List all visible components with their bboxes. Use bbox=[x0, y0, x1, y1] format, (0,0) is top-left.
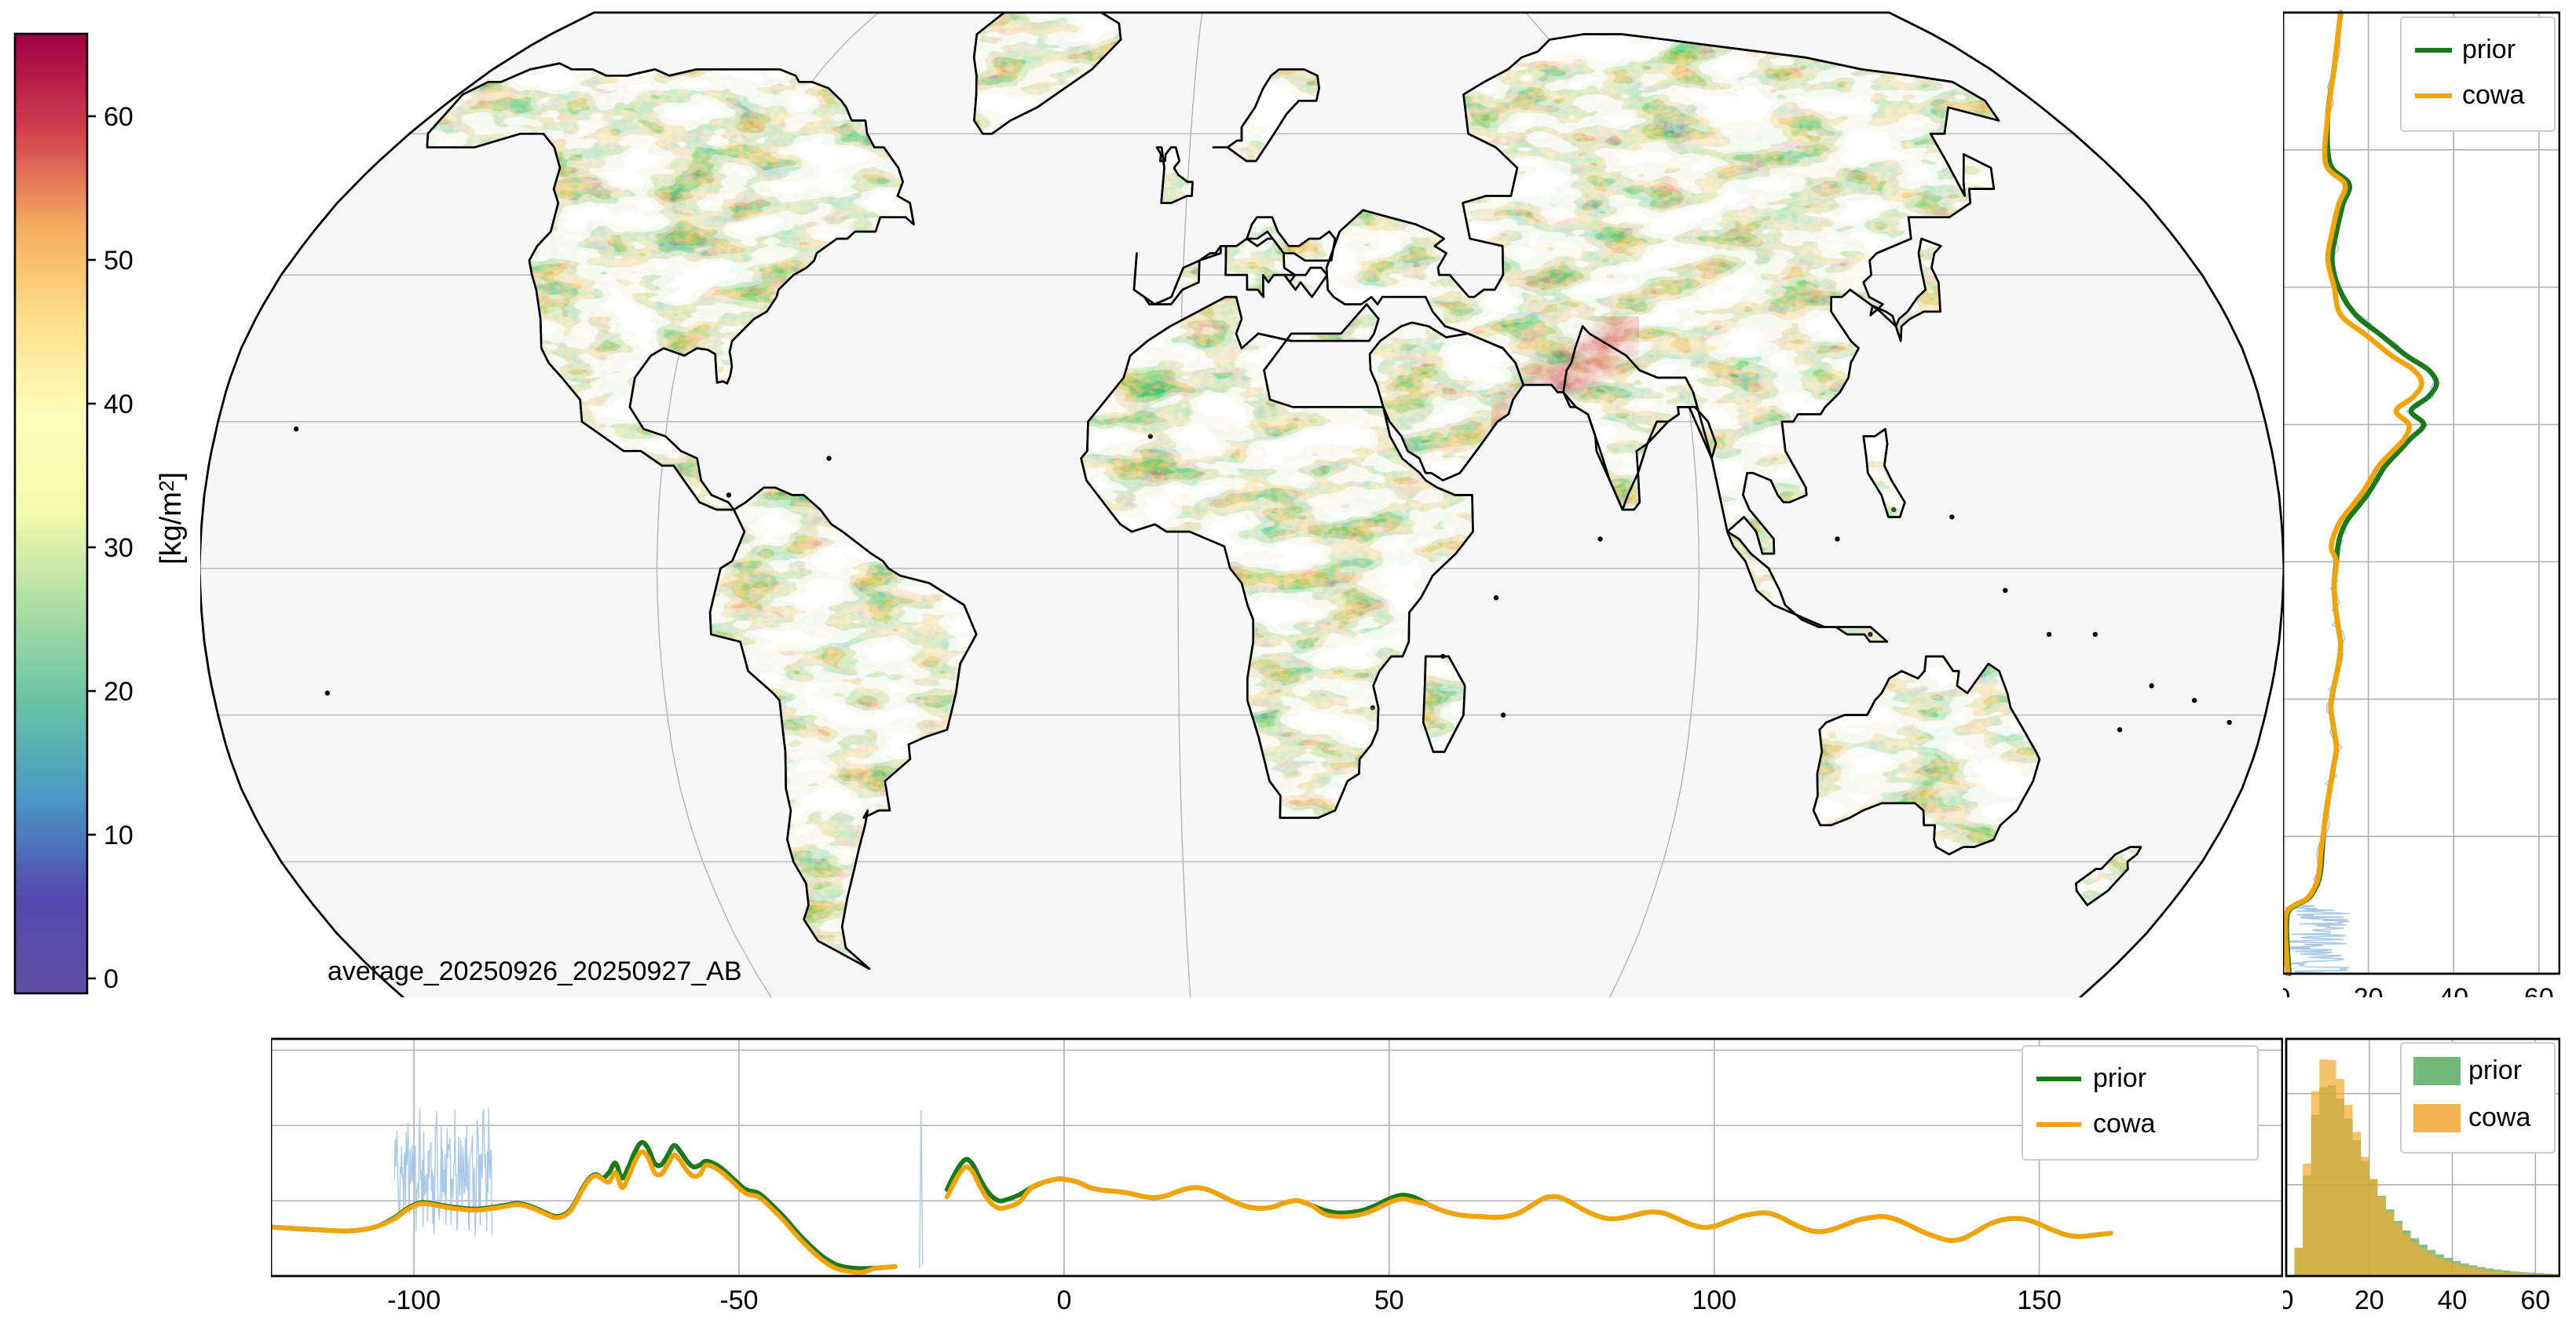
svg-text:30: 30 bbox=[104, 533, 134, 563]
svg-text:50: 50 bbox=[1374, 1285, 1404, 1311]
svg-text:cowa: cowa bbox=[2462, 80, 2524, 110]
svg-text:60: 60 bbox=[2520, 1285, 2550, 1311]
svg-text:0: 0 bbox=[1056, 1285, 1071, 1311]
svg-text:20: 20 bbox=[104, 677, 134, 707]
svg-text:20: 20 bbox=[2354, 983, 2384, 997]
svg-text:20: 20 bbox=[2355, 1285, 2384, 1311]
svg-text:50: 50 bbox=[104, 246, 134, 276]
svg-text:average_20250926_20250927_AB: average_20250926_20250927_AB bbox=[327, 956, 742, 986]
svg-text:40: 40 bbox=[104, 389, 134, 419]
svg-text:-100: -100 bbox=[387, 1285, 441, 1311]
svg-text:cowa: cowa bbox=[2468, 1102, 2530, 1132]
svg-text:60: 60 bbox=[104, 102, 134, 132]
svg-text:prior: prior bbox=[2468, 1055, 2522, 1085]
svg-text:100: 100 bbox=[1692, 1285, 1736, 1311]
svg-text:-50: -50 bbox=[719, 1285, 758, 1311]
svg-text:prior: prior bbox=[2462, 35, 2516, 64]
svg-text:40: 40 bbox=[2438, 1285, 2468, 1311]
svg-text:prior: prior bbox=[2093, 1063, 2146, 1093]
svg-text:cowa: cowa bbox=[2093, 1109, 2155, 1139]
svg-text:[kg/m2]: [kg/m2] bbox=[155, 472, 188, 565]
svg-text:0: 0 bbox=[2283, 983, 2290, 997]
svg-text:150: 150 bbox=[2017, 1285, 2062, 1311]
svg-text:0: 0 bbox=[104, 964, 119, 994]
svg-text:0: 0 bbox=[2283, 1285, 2293, 1311]
svg-text:10: 10 bbox=[104, 821, 134, 850]
svg-text:60: 60 bbox=[2524, 983, 2554, 997]
svg-text:40: 40 bbox=[2439, 983, 2468, 997]
